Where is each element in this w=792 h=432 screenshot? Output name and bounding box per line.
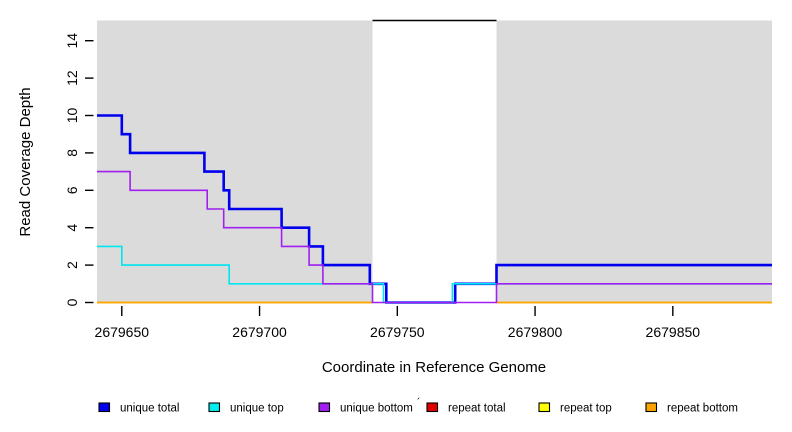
highlight-region <box>372 20 497 304</box>
y-axis-tick-label: 8 <box>64 149 80 157</box>
legend-swatch-unique-bottom <box>318 402 331 413</box>
legend-swatch-repeat-bottom <box>645 402 658 413</box>
x-axis-tick-label: 2679700 <box>232 324 287 340</box>
plot-area: 0 2 4 6 8 10 12 14 2679650 2679700 2679750 2679800 2… <box>64 19 772 340</box>
y-axis-tick-label: 2 <box>64 261 80 269</box>
legend-label-unique-top: unique top <box>230 403 284 415</box>
series-unique-bottom <box>97 170 772 304</box>
x-axis-tick-label: 2679750 <box>370 324 425 340</box>
legend-swatch-unique-top <box>208 402 221 413</box>
y-axis-tick-label: 4 <box>64 224 80 232</box>
y-axis-tick-label: 10 <box>64 108 80 124</box>
legend-label-repeat-bottom: repeat bottom <box>667 403 738 415</box>
legend-label-repeat-top: repeat top <box>560 403 612 415</box>
legend: unique total unique top unique bottom repea… <box>98 397 738 415</box>
x-axis-title: Coordinate in Reference Genome <box>322 359 546 376</box>
legend-swatch-unique-total <box>98 402 111 413</box>
legend-stray-mark: ´ <box>417 397 421 409</box>
y-axis-tick-label: 6 <box>64 186 80 194</box>
legend-label-unique-total: unique total <box>120 403 179 415</box>
x-axis-tick-label: 2679800 <box>508 324 563 340</box>
series-unique-top <box>97 245 772 304</box>
y-axis-tick-label: 0 <box>64 298 80 306</box>
x-axis-tick-label: 2679650 <box>95 324 150 340</box>
y-axis-tick-label: 14 <box>64 33 80 49</box>
x-axis-tick-label: 2679850 <box>646 324 701 340</box>
legend-swatch-repeat-total <box>426 402 439 413</box>
legend-swatch-repeat-top <box>538 402 551 413</box>
legend-label-repeat-total: repeat total <box>448 403 506 415</box>
legend-label-unique-bottom: unique bottom <box>340 403 413 415</box>
y-axis-title: Read Coverage Depth <box>17 87 34 236</box>
y-axis-tick-label: 12 <box>64 70 80 86</box>
